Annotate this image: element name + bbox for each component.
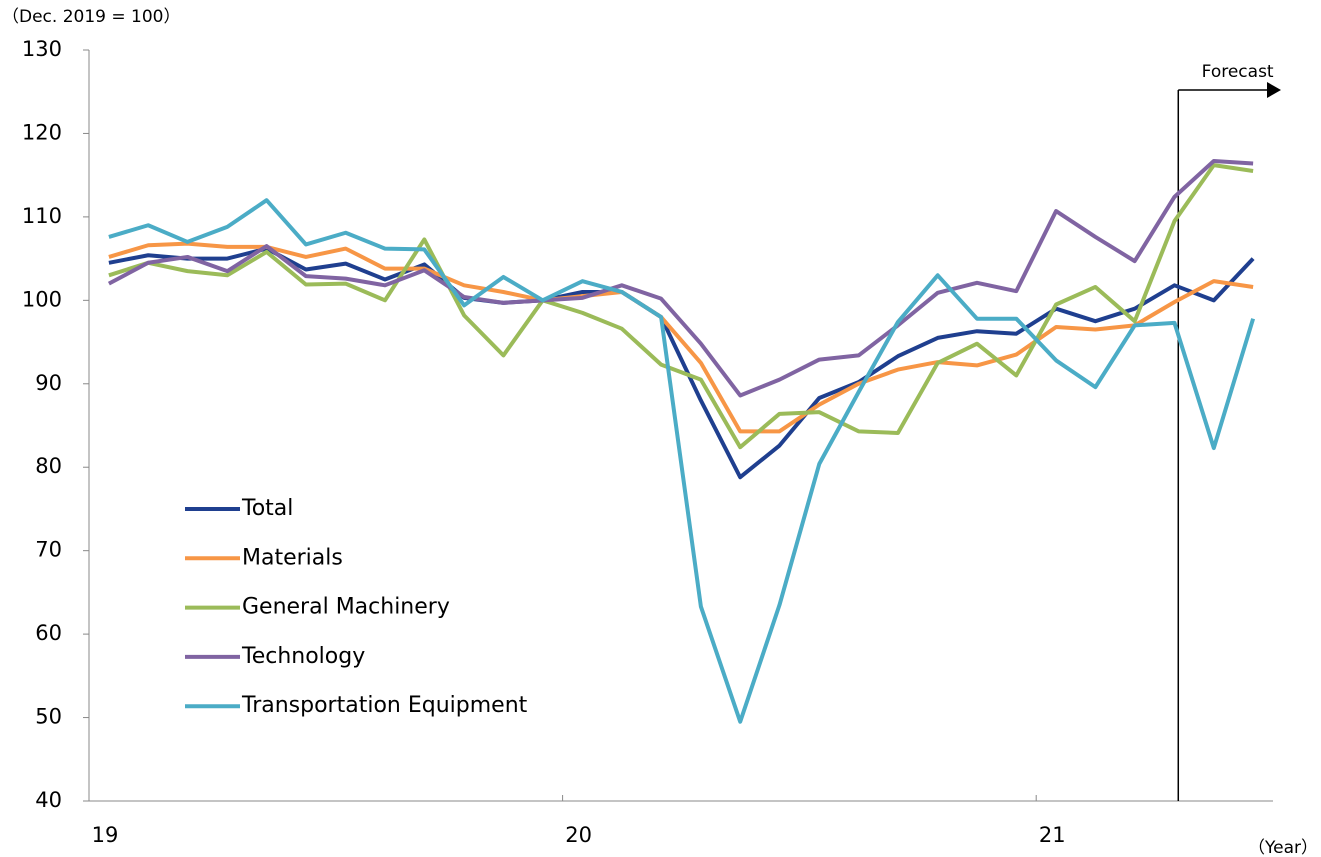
legend-label: Technology: [241, 644, 365, 669]
legend-label: Transportation Equipment: [241, 693, 528, 718]
legend-label: Materials: [242, 545, 343, 570]
x-axis-label: （Year）: [1248, 838, 1318, 857]
y-tick-label: 60: [35, 621, 62, 645]
y-tick-label: 50: [35, 705, 62, 729]
series-line: [108, 198, 1256, 724]
y-tick-label: 100: [22, 287, 62, 311]
y-tick-label: 110: [22, 204, 62, 228]
forecast-label: Forecast: [1202, 62, 1274, 82]
legend-label: Total: [241, 496, 293, 521]
y-tick-label: 80: [35, 454, 62, 478]
forecast-arrowhead: [1267, 82, 1281, 98]
x-tick-label: 21: [1039, 823, 1066, 847]
y-tick-label: 40: [35, 788, 62, 812]
unit-label: （Dec. 2019 = 100）: [2, 7, 180, 27]
legend-label: General Machinery: [242, 595, 450, 620]
series-line: [107, 158, 1254, 398]
y-tick-label: 70: [35, 538, 62, 562]
series-line: [108, 163, 1254, 450]
x-tick-label: 20: [565, 823, 592, 847]
y-tick-label: 130: [22, 37, 62, 61]
series-line: [108, 246, 1255, 480]
series-line: [108, 241, 1254, 434]
y-tick-label: 90: [35, 371, 62, 395]
x-tick-label: 19: [92, 823, 119, 847]
y-tick-label: 120: [22, 120, 62, 144]
